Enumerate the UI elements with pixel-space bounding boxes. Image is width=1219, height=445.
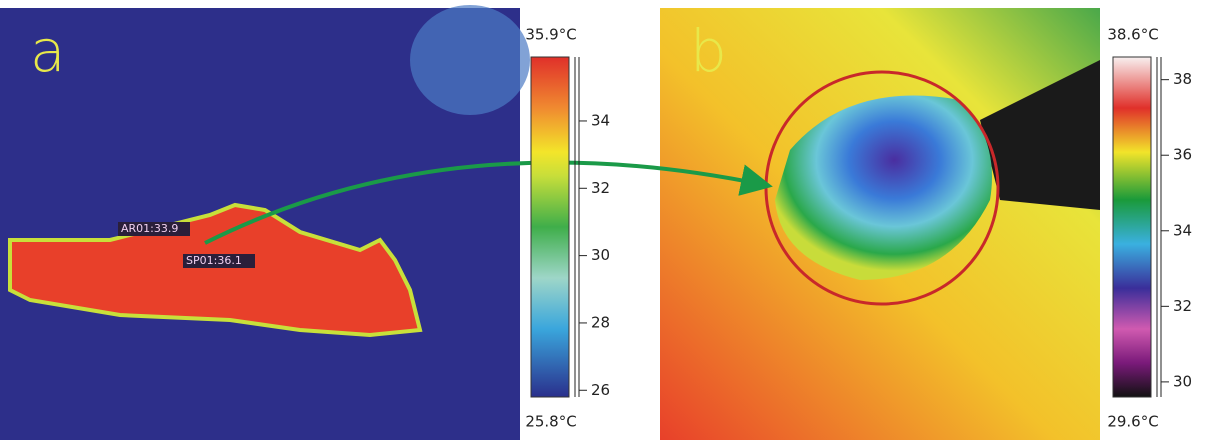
tick-label: 30 (591, 246, 610, 264)
range-max: 38.6°C (1107, 26, 1158, 44)
tick-label: 34 (591, 111, 610, 129)
panel-label: b (690, 17, 727, 85)
panel-label: a (30, 17, 66, 85)
warm-region (410, 5, 530, 115)
range-min: 29.6°C (1107, 413, 1158, 431)
tick-label: 32 (591, 179, 610, 197)
tick-label: 30 (1173, 372, 1192, 390)
tick-label: 26 (591, 381, 610, 399)
color-bar (1113, 57, 1151, 397)
tick-label: 38 (1173, 70, 1192, 88)
tick-label: 34 (1173, 221, 1192, 239)
color-bar (531, 57, 569, 397)
range-min: 25.8°C (525, 413, 576, 431)
tick-label: 36 (1173, 146, 1192, 164)
tick-label: 32 (1173, 297, 1192, 315)
annotation: AR01:33.9 (121, 222, 178, 235)
range-max: 35.9°C (525, 26, 576, 44)
tick-label: 28 (591, 313, 610, 331)
annotation: SP01:36.1 (186, 254, 242, 267)
figure: AR01:33.9 SP01:36.1 a b 35.9°C 25.8°C 26 28… (0, 0, 1219, 445)
